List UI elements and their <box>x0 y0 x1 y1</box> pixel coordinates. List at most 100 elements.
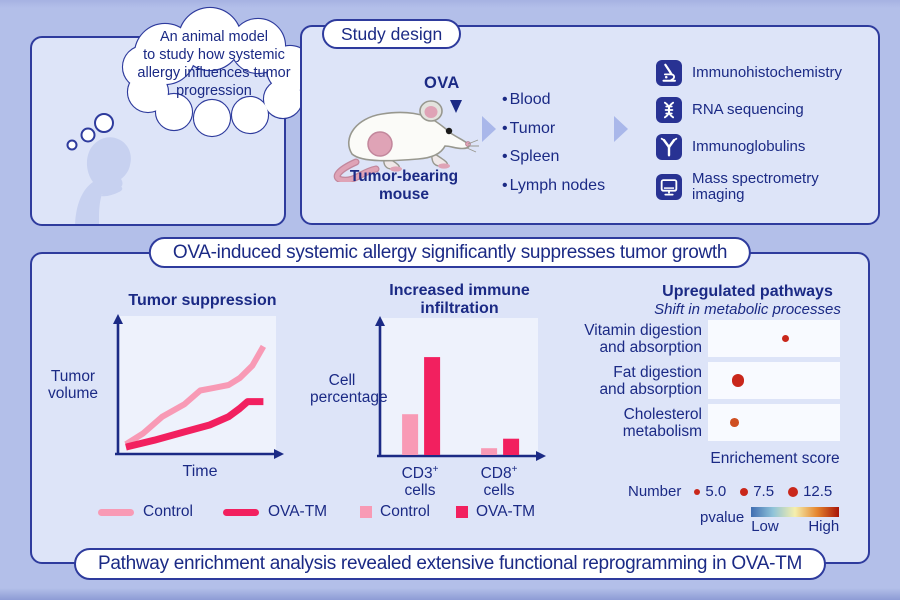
number-value: 7.5 <box>753 483 775 500</box>
sample-item: Lymph nodes <box>502 172 605 201</box>
ylabel-line: Cell <box>328 372 356 389</box>
bubble-line: allergy influences tumor <box>137 65 291 81</box>
thinking-person-silhouette <box>75 137 131 224</box>
method-label: RNA sequencing <box>692 101 804 118</box>
bubble-line: progression <box>176 83 252 99</box>
legend-item-control: Control <box>360 503 430 521</box>
dot-plot-title-line: Upregulated pathways <box>662 283 833 300</box>
bar-chart-legend: Control OVA-TM <box>360 503 535 521</box>
number-size-legend: Number 5.0 7.5 12.5 <box>628 483 832 500</box>
mouse-caption-line2: mouse <box>379 186 429 203</box>
number-dot-medium <box>740 487 749 496</box>
results-header-pill: OVA-induced systemic allergy significant… <box>148 237 752 268</box>
results-header: OVA-induced systemic allergy significant… <box>172 241 728 263</box>
pathway-dot <box>732 374 745 387</box>
ylabel-line: percentage <box>310 389 388 406</box>
pvalue-high-label: High <box>808 518 840 535</box>
number-dot-large <box>788 486 799 497</box>
dot-plot-xlabel: Enrichement score <box>710 450 840 467</box>
line-chart-title: Tumor suppression <box>128 292 277 309</box>
sample-item: Spleen <box>502 143 605 172</box>
pathway-band <box>708 320 840 357</box>
method-label: Mass spectrometry imaging <box>692 170 819 203</box>
pathway-dot <box>730 418 739 427</box>
number-legend-item: 7.5 <box>740 483 774 500</box>
pathway-band <box>708 404 840 441</box>
ova-tm-swatch <box>222 508 259 516</box>
immune-infiltration-plot <box>375 316 546 461</box>
tumor-suppression-plot <box>113 314 284 459</box>
number-value: 5.0 <box>705 483 727 500</box>
bar-category-cd3: CD3+ cells <box>389 461 451 499</box>
results-footer: Pathway enrichment analysis revealed ext… <box>97 553 803 574</box>
pathway-dot <box>782 335 790 342</box>
bar-chart-ylabel: Cell percentage <box>310 372 388 406</box>
method-row: Mass spectrometry imaging <box>656 171 846 203</box>
flow-arrow-icon <box>614 116 628 142</box>
pvalue-color-legend: pvalue Low High <box>700 507 840 535</box>
bubble-line: to study how systemic <box>143 47 285 63</box>
method-label: Immunohistochemistry <box>692 64 843 81</box>
dna-icon <box>656 97 682 123</box>
pathway-row: Vitamin digestion and absorption <box>560 320 840 357</box>
thought-bubble <box>121 6 315 138</box>
sample-item: Tumor <box>502 115 605 144</box>
ova-label: OVA <box>424 74 460 92</box>
thought-bubble-text: An animal model to study how systemic al… <box>126 28 302 100</box>
monitor-icon <box>656 174 682 200</box>
study-design-title: Study design <box>341 23 443 44</box>
number-dot-small <box>694 488 701 495</box>
sample-list: Blood Tumor Spleen Lymph nodes <box>502 86 605 200</box>
control-swatch <box>360 506 372 518</box>
control-swatch <box>98 508 134 516</box>
bar-category-cd8: CD8+ cells <box>468 461 530 499</box>
bar-title-line: Increased immune <box>389 282 530 299</box>
line-chart-xlabel: Time <box>182 463 218 480</box>
category-line1: CD3+ <box>401 464 439 483</box>
legend-item-control: Control <box>98 503 193 521</box>
mouse-caption-line1: Tumor-bearing <box>349 168 459 185</box>
line-chart-ylabel: Tumor volume <box>38 368 108 402</box>
number-legend-item: 5.0 <box>694 483 726 500</box>
pathway-row: Fat digestion and absorption <box>560 362 840 399</box>
pvalue-low-label: Low <box>751 518 779 535</box>
microscope-icon <box>656 60 682 86</box>
tumor-bearing-mouse-illustration <box>333 100 479 182</box>
ylabel-line: Tumor <box>50 368 96 385</box>
mouse-caption: Tumor-bearing mouse <box>328 168 480 204</box>
number-legend-label: Number <box>628 483 682 500</box>
legend-label: Control <box>143 503 193 520</box>
number-legend-item: 12.5 <box>788 483 832 500</box>
dot-plot-subtitle: Shift in metabolic processes <box>654 300 841 318</box>
pathway-row: Cholesterol metabolism <box>560 404 840 441</box>
category-line2: cells <box>483 482 515 500</box>
pathway-label: Cholesterol metabolism <box>622 405 702 440</box>
category-line1: CD8+ <box>480 464 518 483</box>
method-list: Immunohistochemistry RNA sequencing <box>656 60 846 214</box>
legend-label: Control <box>380 503 430 520</box>
pvalue-gradient-bar <box>751 507 840 517</box>
method-label: Immunoglobulins <box>692 138 806 155</box>
flow-arrow-icon <box>482 116 496 142</box>
legend-item-ova-tm: OVA-TM <box>455 503 536 521</box>
method-row: RNA sequencing <box>656 97 846 123</box>
pathway-band <box>708 362 840 399</box>
pathway-label: Fat digestion and absorption <box>599 363 702 398</box>
line-chart-legend: Control OVA-TM <box>98 503 327 521</box>
legend-item-ova-tm: OVA-TM <box>222 503 328 521</box>
method-row: Immunoglobulins <box>656 134 846 160</box>
results-footer-pill: Pathway enrichment analysis revealed ext… <box>73 548 827 580</box>
number-value: 12.5 <box>803 483 833 500</box>
antibody-icon <box>656 134 682 160</box>
pathway-label: Vitamin digestion and absorption <box>584 321 702 356</box>
ova-injection-arrow-icon <box>450 100 462 113</box>
bubble-line: An animal model <box>160 29 268 45</box>
ova-tm-swatch <box>455 506 468 518</box>
legend-label: OVA-TM <box>267 503 328 520</box>
legend-label: OVA-TM <box>475 503 536 520</box>
dot-plot-title: Upregulated pathways Shift in metabolic … <box>620 283 875 318</box>
method-row: Immunohistochemistry <box>656 60 846 86</box>
category-line2: cells <box>404 482 436 500</box>
pvalue-legend-label: pvalue <box>700 509 745 526</box>
